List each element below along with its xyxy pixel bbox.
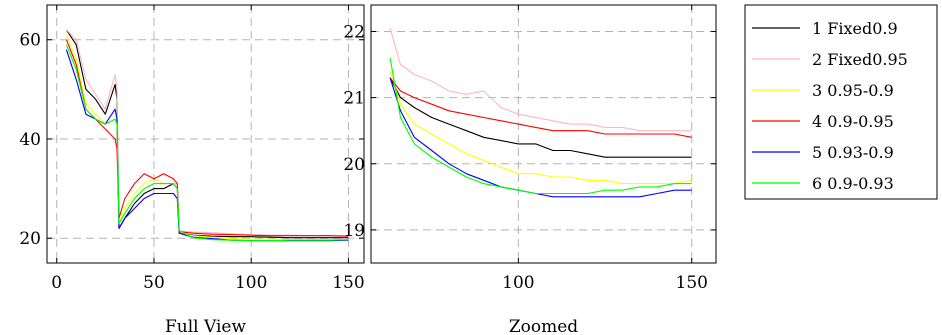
legend-label: 2 Fixed0.95 <box>812 50 908 69</box>
series-line-5-0-93-0-9 <box>389 77 692 198</box>
plot-frame <box>46 4 365 264</box>
series-line-3-0-95-0-9 <box>389 71 692 185</box>
series-line-6-0-9-0-93 <box>65 44 349 242</box>
series-line-2-fixed0-95 <box>389 28 692 132</box>
legend-frame <box>744 4 938 200</box>
y-tick-label: 20 <box>343 155 365 175</box>
plot-frame <box>370 4 717 264</box>
x-tick-label: 150 <box>676 273 708 293</box>
full-view-panel: 0 50 100 150 20 40 60 Full View <box>19 4 365 335</box>
x-tick-label: 100 <box>502 273 534 293</box>
legend-label: 3 0.95-0.9 <box>812 81 894 100</box>
series-line-4-0-9-0-95 <box>389 77 692 138</box>
y-tick-label: 40 <box>19 130 41 150</box>
x-axis-label: Zoomed <box>509 317 578 335</box>
legend-label: 5 0.93-0.9 <box>812 143 894 162</box>
y-tick-label: 21 <box>343 89 365 109</box>
series-line-3-0-95-0-9 <box>65 34 349 241</box>
series-line-1-fixed0-9 <box>65 29 349 239</box>
zoomed-panel: 100 150 19 20 21 22 Zoomed <box>343 4 717 335</box>
legend-label: 4 0.9-0.95 <box>812 112 894 131</box>
y-tick-label: 60 <box>19 31 41 51</box>
series-line-5-0-93-0-9 <box>65 49 349 242</box>
series-line-1-fixed0-9 <box>389 77 692 158</box>
x-tick-label: 150 <box>332 273 364 293</box>
x-tick-label: 0 <box>51 273 62 293</box>
legend: 1 Fixed0.9 2 Fixed0.95 3 0.95-0.9 4 0.9-0.9… <box>744 4 938 200</box>
legend-label: 6 0.9-0.93 <box>812 174 894 193</box>
series-line-4-0-9-0-95 <box>65 39 349 237</box>
x-tick-label: 50 <box>143 273 165 293</box>
y-tick-label: 22 <box>343 22 365 42</box>
series-line-6-0-9-0-93 <box>389 57 692 195</box>
x-axis-label: Full View <box>165 317 246 335</box>
x-tick-label: 100 <box>235 273 267 293</box>
y-tick-label: 20 <box>19 229 41 249</box>
series-group <box>389 28 692 198</box>
y-tick-label: 19 <box>343 221 365 241</box>
series-group <box>65 29 349 242</box>
legend-label: 1 Fixed0.9 <box>812 19 898 38</box>
